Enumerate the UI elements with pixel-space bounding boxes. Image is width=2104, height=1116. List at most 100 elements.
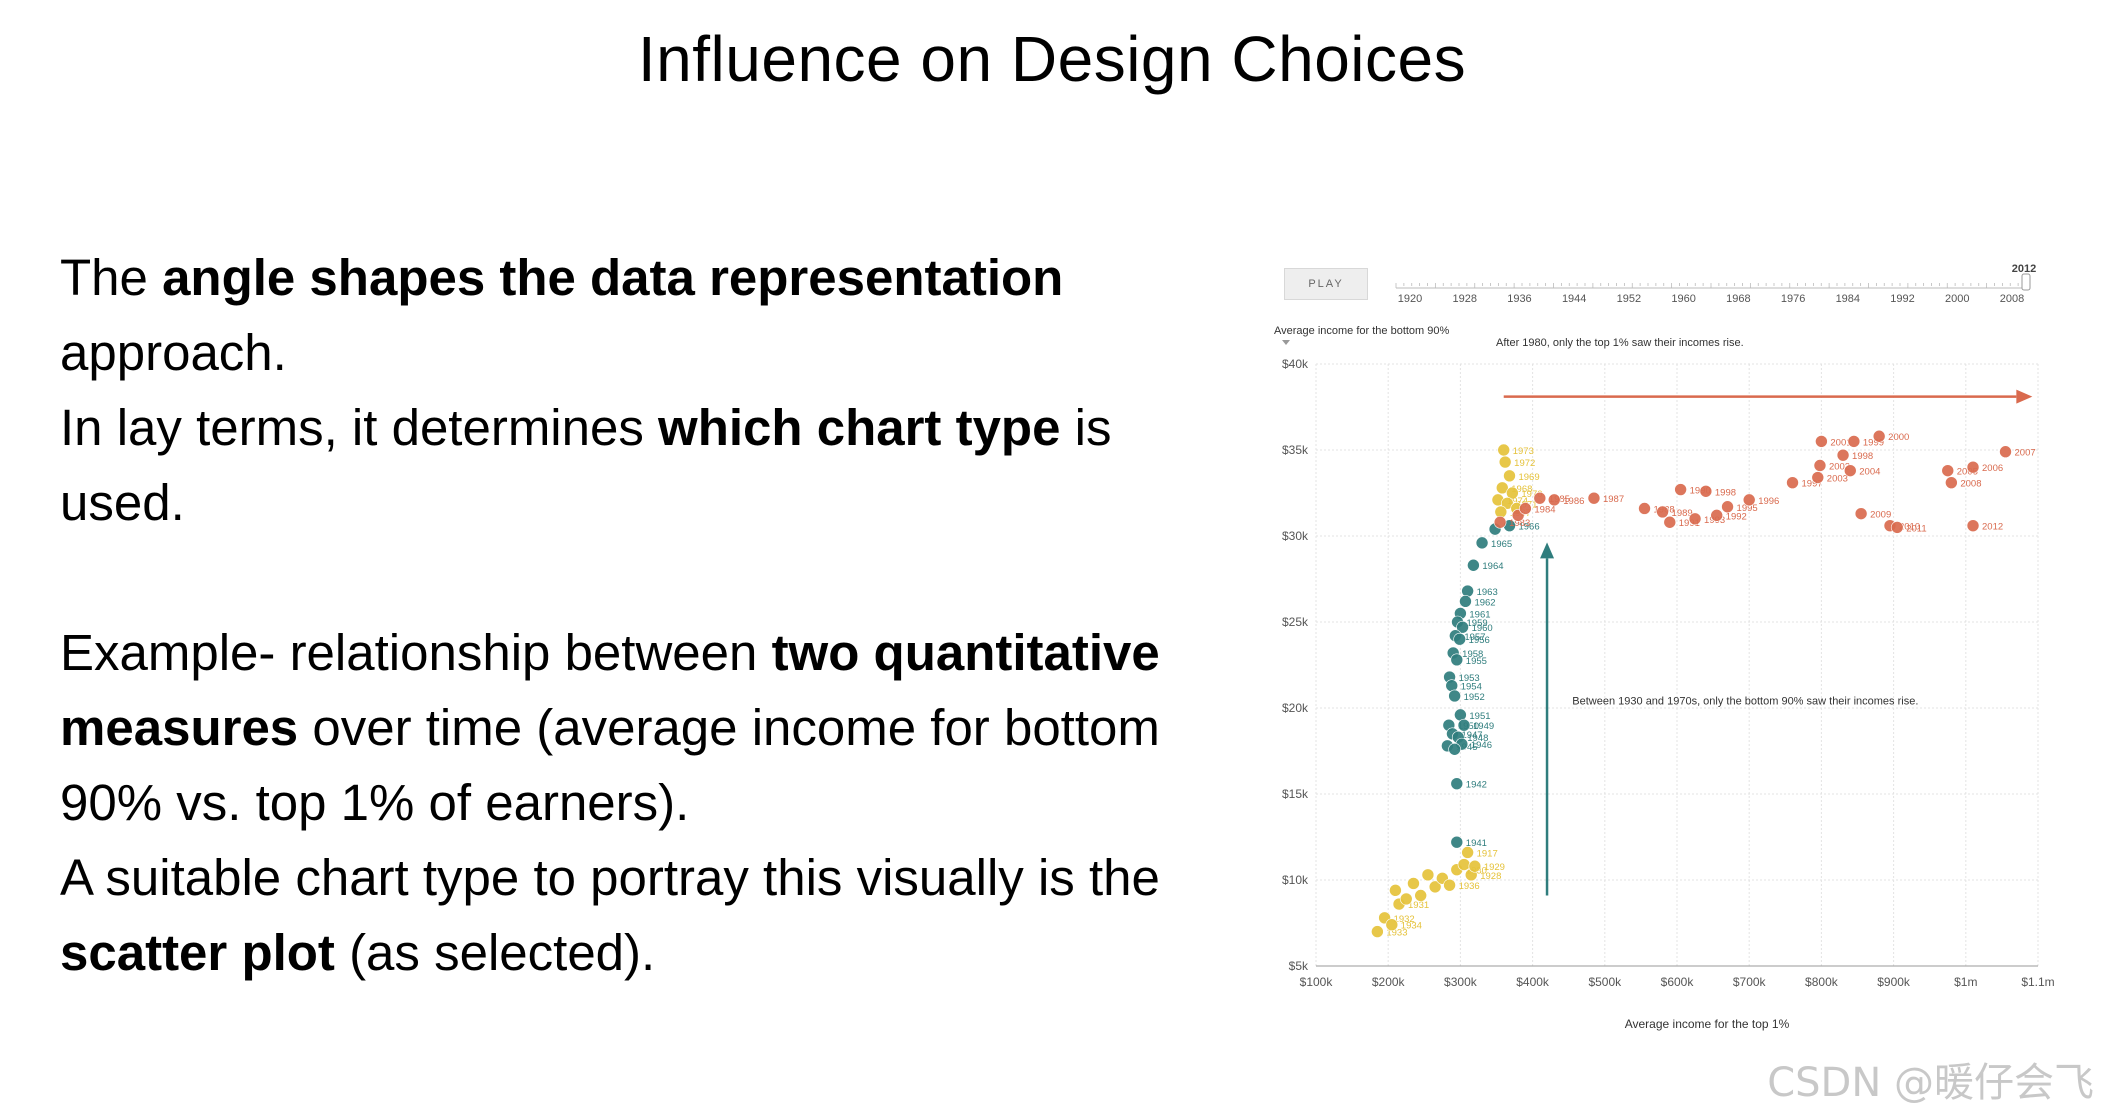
data-point: [1941, 464, 1955, 477]
x-tick-label: $300k: [1444, 975, 1478, 989]
play-button[interactable]: PLAY: [1284, 268, 1368, 300]
data-point-label: 1952: [1464, 692, 1485, 703]
data-point-label: 1957: [1464, 632, 1485, 643]
x-tick-label: $1.1m: [2021, 975, 2054, 989]
data-point-label: 1946: [1471, 740, 1492, 751]
data-point-label: 2009: [1870, 510, 1891, 521]
data-point-label: 2010: [1899, 522, 1920, 533]
data-point: [1945, 476, 1958, 489]
x-tick-label: $500k: [1588, 975, 1622, 989]
data-point-label: 1949: [1473, 721, 1494, 732]
data-point-label: 2012: [1982, 522, 2003, 533]
data-point: [1890, 521, 1904, 534]
data-point-label: 1956: [1469, 635, 1490, 646]
data-point-label: 1929: [1484, 862, 1505, 873]
data-point: [1999, 445, 2012, 459]
csdn-watermark: CSDN @暖仔会飞: [1767, 1060, 2094, 1106]
x-tick-label: $200k: [1372, 975, 1406, 989]
data-point-label: 1963: [1477, 587, 1498, 598]
slide-body-text: The angle shapes the data representation…: [60, 240, 1240, 990]
emphasis-text: two quantitative measures: [60, 624, 1160, 756]
data-point-label: 2000: [1888, 432, 1909, 443]
data-point-label: 2008: [1960, 479, 1981, 490]
data-point-label: 1968: [1511, 484, 1532, 495]
timeline-tick-label: 1920: [1398, 293, 1422, 305]
data-point: [1836, 448, 1850, 462]
data-point-label: 1987: [1603, 494, 1624, 505]
data-point: [1547, 493, 1561, 507]
body-text: is used.: [60, 399, 1112, 531]
data-point-label: 1997: [1802, 479, 1823, 490]
data-point: [1506, 486, 1519, 500]
data-point-label: 1995: [1737, 503, 1758, 514]
data-point-label: 2003: [1827, 474, 1848, 485]
data-point-label: 1954: [1461, 682, 1482, 693]
data-point: [1450, 835, 1464, 849]
timeline-tick-label: 1944: [1562, 293, 1586, 305]
timeline-tick-label: 1968: [1726, 293, 1750, 305]
paragraph-example: Example- relationship between two quanti…: [60, 615, 1240, 840]
data-point-label: 1966: [1518, 522, 1539, 533]
data-point: [1453, 632, 1466, 646]
data-point: [1843, 464, 1857, 477]
data-point-label: 1972: [1514, 458, 1535, 469]
data-point-label: 1931: [1408, 900, 1429, 911]
data-point: [1448, 689, 1461, 703]
data-point-label: 1947: [1461, 730, 1482, 741]
data-point-label: 1960: [1472, 623, 1493, 634]
data-point: [1815, 435, 1828, 448]
y-tick-label: $25k: [1282, 615, 1309, 629]
timeline-tick-label: 2008: [2000, 293, 2024, 305]
data-point-label: 1984: [1534, 504, 1555, 515]
timeline-tick-label: 1976: [1781, 293, 1805, 305]
timeline-tick-label: 1952: [1617, 293, 1641, 305]
data-point-label: 1989: [1672, 508, 1693, 519]
data-point: [1710, 509, 1724, 522]
timeline-tick-label: 1984: [1836, 293, 1860, 305]
data-point: [1847, 435, 1861, 448]
data-point-label: 1951: [1469, 711, 1490, 722]
data-point-label: 1932: [1394, 914, 1415, 925]
data-point-label: 1969: [1518, 472, 1539, 483]
paragraph-angle: The angle shapes the data representation…: [60, 240, 1240, 390]
data-point: [1371, 925, 1384, 938]
data-point: [1407, 877, 1420, 890]
data-point-label: 2002: [1829, 461, 1850, 472]
timeline-tick-label: 1936: [1507, 293, 1531, 305]
y-tick-label: $40k: [1282, 357, 1309, 371]
data-point-label: 2006: [1982, 463, 2003, 474]
data-point-label: 1936: [1459, 881, 1480, 892]
data-point: [1459, 595, 1472, 608]
timeline-tick-label: 1992: [1890, 293, 1914, 305]
data-point-label: 1948: [1467, 733, 1488, 744]
data-point-label: 1941: [1466, 838, 1487, 849]
data-point: [1456, 620, 1469, 634]
data-point-label: 2004: [1859, 467, 1880, 478]
data-point: [1450, 653, 1464, 667]
data-point: [1443, 878, 1456, 892]
data-point-label: 1965: [1491, 539, 1512, 550]
y-tick-label: $10k: [1282, 873, 1309, 887]
data-point: [1663, 515, 1677, 529]
data-point: [1495, 481, 1509, 495]
paragraph-chart-type: In lay terms, it determines which chart …: [60, 390, 1240, 540]
income-scatter-chart: PLAY 1920 1928 1936 1944 1952 1960 1968 1976 198…: [1268, 252, 2060, 1034]
x-tick-label: $700k: [1733, 975, 1767, 989]
annotation-after-1980: After 1980, only the top 1% saw their in…: [1496, 337, 1744, 349]
timeline-tick-label: 2000: [1945, 293, 1969, 305]
data-point: [1786, 476, 1799, 489]
data-point: [1638, 502, 1651, 515]
data-point: [1461, 584, 1474, 598]
y-axis-label: Average income for the bottom 90%: [1274, 325, 1450, 337]
data-point: [1448, 742, 1461, 756]
data-point-label: 1970: [1521, 489, 1542, 500]
x-tick-label: $100k: [1300, 975, 1334, 989]
data-point: [1414, 889, 1427, 902]
data-point: [1519, 502, 1532, 515]
data-point: [1813, 459, 1827, 472]
x-axis-label: Average income for the top 1%: [1625, 1017, 1790, 1031]
annotation-arrowhead-up: [1540, 542, 1555, 559]
body-text: In lay terms, it determines: [60, 399, 659, 456]
annotation-arrowhead-right: [2016, 389, 2033, 404]
data-point: [1450, 777, 1464, 790]
